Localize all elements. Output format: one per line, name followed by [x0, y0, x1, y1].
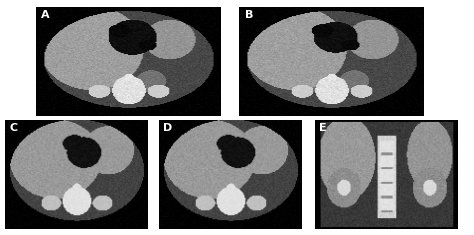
- Text: B: B: [245, 10, 253, 20]
- Text: D: D: [163, 123, 173, 133]
- Text: C: C: [9, 123, 17, 133]
- Text: E: E: [319, 123, 327, 133]
- Text: A: A: [41, 10, 50, 20]
